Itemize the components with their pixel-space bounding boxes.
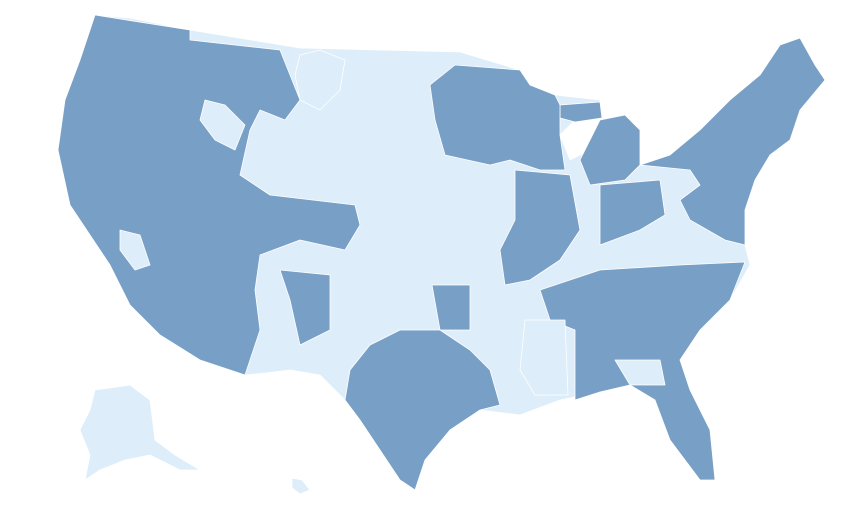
- montana-patch: [294, 49, 346, 111]
- idaho-patch: [199, 99, 246, 151]
- hawaii: [291, 477, 311, 495]
- texas-region: [344, 329, 501, 491]
- upper-michigan: [559, 101, 603, 123]
- oklahoma-region: [431, 284, 471, 331]
- illinois-region: [499, 169, 581, 286]
- mississippi-patch: [519, 319, 569, 396]
- georgia-patch: [614, 359, 666, 386]
- lower-michigan: [579, 114, 641, 186]
- new-mexico-region: [279, 269, 331, 346]
- northeast-region: [639, 37, 826, 246]
- west-region: [57, 14, 361, 376]
- indiana-ohio-region: [599, 179, 666, 246]
- california-patch: [119, 229, 151, 271]
- upper-midwest: [429, 64, 566, 171]
- alaska: [79, 384, 201, 481]
